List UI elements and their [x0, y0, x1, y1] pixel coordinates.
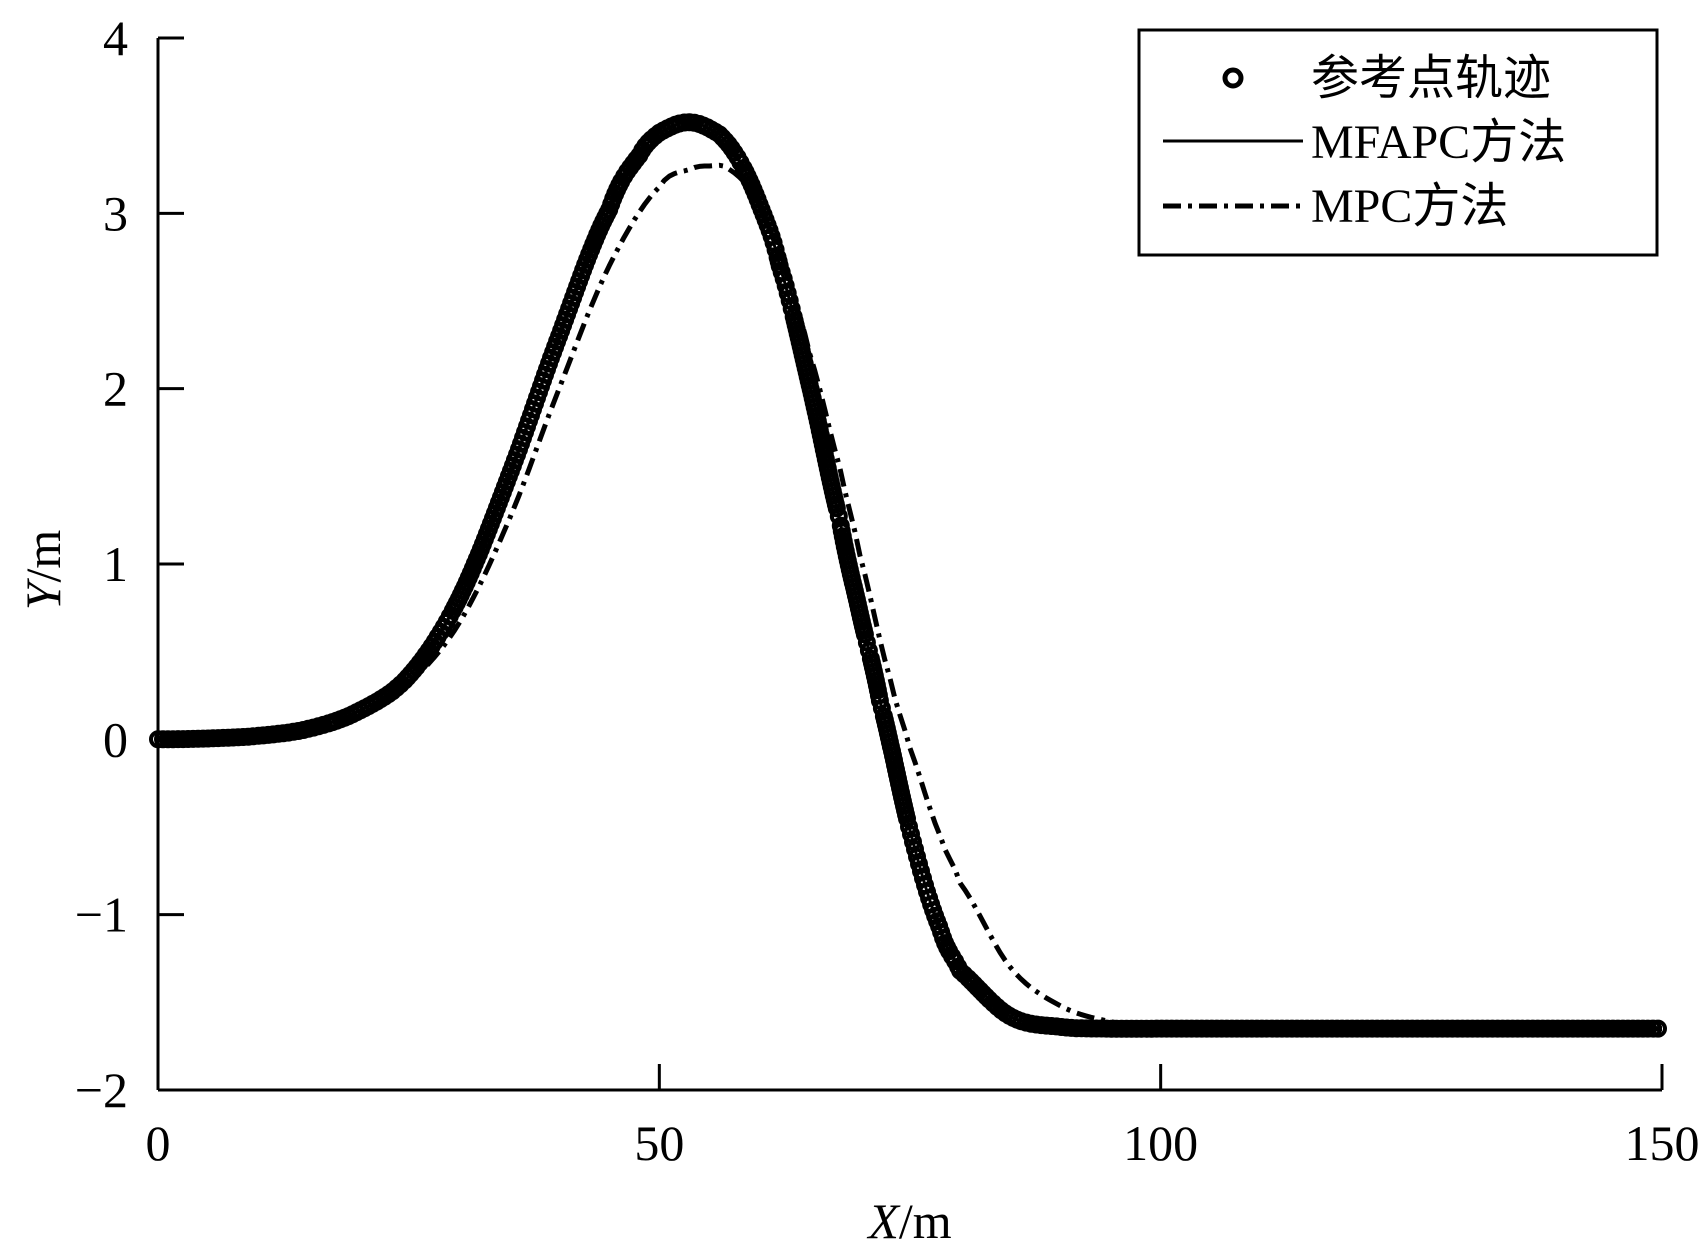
x-axis-title: X/m — [866, 1193, 951, 1249]
legend-marker-reference — [1222, 67, 1244, 89]
reference-point-marker — [778, 284, 797, 303]
x-ticks: 0 50 100 150 — [146, 1064, 1698, 1171]
y-tick-label: 4 — [103, 10, 128, 66]
y-ticks: −2 −1 0 1 2 3 4 — [75, 10, 184, 1118]
y-tick-label: 1 — [103, 536, 128, 592]
y-tick-label: 2 — [103, 361, 128, 417]
x-tick-label: 150 — [1625, 1115, 1698, 1171]
y-tick-label: 3 — [103, 185, 128, 241]
mfapc-line — [158, 120, 1662, 1031]
y-tick-label: 0 — [103, 711, 128, 767]
reference-point-marker — [857, 633, 876, 652]
reference-point-marker — [855, 625, 874, 644]
legend-label-mfapc: MFAPC方法 — [1311, 116, 1566, 169]
legend-label-reference: 参考点轨迹 — [1311, 52, 1551, 105]
x-tick-label: 50 — [634, 1115, 684, 1171]
y-tick-label: −2 — [75, 1062, 128, 1118]
legend: 参考点轨迹 MFAPC方法 MPC方法 — [1137, 28, 1659, 257]
reference-point-marker — [900, 817, 918, 836]
y-axis-title: Y/m — [15, 530, 71, 611]
x-tick-label: 100 — [1123, 1115, 1198, 1171]
reference-point-marker — [827, 499, 846, 518]
plot-curves — [149, 113, 1667, 1038]
mpc-line — [158, 162, 1662, 1032]
y-tick-label: −1 — [75, 887, 128, 943]
legend-label-mpc: MPC方法 — [1311, 180, 1508, 233]
reference-point-marker — [898, 809, 916, 828]
x-tick-label: 0 — [146, 1115, 171, 1171]
